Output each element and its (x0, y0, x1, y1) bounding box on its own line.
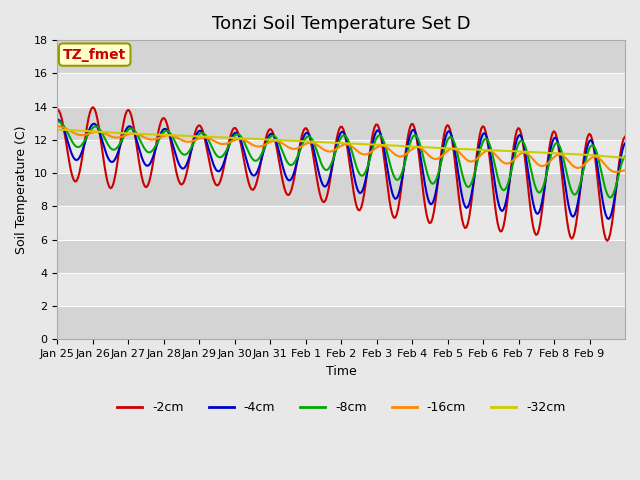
-8cm (73, 144, 81, 150)
Text: TZ_fmet: TZ_fmet (63, 48, 126, 61)
Bar (58, 240, 625, 273)
-4cm (543, 172, 550, 178)
Line: -8cm: -8cm (58, 121, 625, 198)
-2cm (604, 238, 611, 244)
-4cm (54, 117, 61, 122)
X-axis label: Time: Time (326, 365, 356, 378)
-2cm (92, 110, 100, 116)
-8cm (91, 124, 99, 130)
Bar (58, 40, 625, 73)
-16cm (543, 162, 550, 168)
Line: -2cm: -2cm (58, 107, 625, 241)
Title: Tonzi Soil Temperature Set D: Tonzi Soil Temperature Set D (212, 15, 470, 33)
-8cm (458, 170, 466, 176)
Bar (58, 306, 625, 339)
Line: -4cm: -4cm (58, 120, 625, 219)
Line: -16cm: -16cm (58, 126, 625, 172)
-16cm (91, 129, 99, 135)
-32cm (91, 129, 99, 134)
-2cm (621, 134, 629, 140)
-16cm (621, 168, 629, 173)
-16cm (54, 123, 61, 129)
-16cm (612, 169, 620, 175)
-32cm (458, 146, 466, 152)
-8cm (543, 172, 550, 178)
Y-axis label: Soil Temperature (C): Soil Temperature (C) (15, 125, 28, 254)
-2cm (620, 136, 627, 142)
-2cm (73, 178, 81, 184)
-4cm (605, 216, 612, 222)
-32cm (621, 155, 629, 160)
Bar (58, 173, 625, 206)
-2cm (460, 222, 467, 228)
-4cm (458, 193, 466, 199)
-32cm (543, 150, 550, 156)
-4cm (346, 149, 353, 155)
-8cm (618, 159, 626, 165)
-16cm (458, 152, 466, 158)
-4cm (618, 149, 626, 155)
-8cm (621, 154, 629, 159)
Line: -32cm: -32cm (58, 130, 625, 157)
-8cm (346, 141, 353, 146)
-32cm (73, 128, 81, 133)
-4cm (91, 121, 99, 127)
-4cm (621, 141, 629, 146)
-32cm (54, 127, 61, 132)
-16cm (73, 131, 81, 137)
-2cm (347, 170, 355, 176)
-4cm (73, 157, 81, 163)
-32cm (346, 141, 353, 146)
-8cm (606, 195, 614, 201)
Legend: -2cm, -4cm, -8cm, -16cm, -32cm: -2cm, -4cm, -8cm, -16cm, -32cm (112, 396, 570, 420)
-32cm (617, 155, 625, 160)
Bar (58, 107, 625, 140)
-8cm (54, 119, 61, 124)
-2cm (89, 104, 97, 110)
-2cm (544, 156, 552, 162)
-16cm (618, 168, 626, 174)
-2cm (54, 106, 61, 112)
-16cm (346, 142, 353, 148)
